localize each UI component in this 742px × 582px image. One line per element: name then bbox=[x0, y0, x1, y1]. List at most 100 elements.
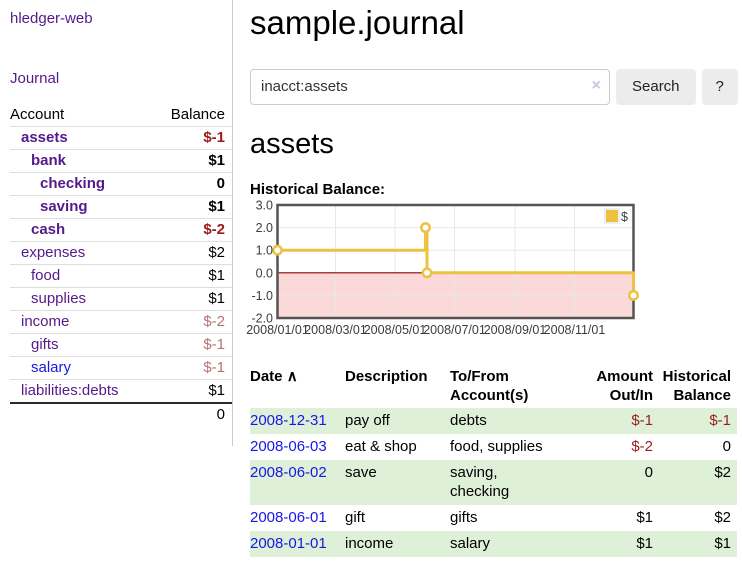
account-balance: $1 bbox=[151, 287, 232, 311]
transaction-balance: $2 bbox=[714, 509, 731, 527]
search-input[interactable] bbox=[250, 68, 610, 105]
account-link-food[interactable]: food bbox=[31, 267, 61, 284]
x-axis-labels: 2008/01/01 2008/03/01 2008/05/01 2008/07… bbox=[246, 323, 605, 337]
accounts-col-account: Account bbox=[10, 106, 65, 123]
transaction-description: eat & shop bbox=[345, 438, 417, 456]
account-balance: $1 bbox=[151, 264, 232, 288]
accounts-total-value: 0 bbox=[151, 402, 232, 426]
transaction-accounts: salary bbox=[450, 535, 491, 553]
svg-text:-2.0: -2.0 bbox=[251, 311, 273, 325]
app-root: hledger-web Journal Account Balance asse… bbox=[0, 0, 742, 557]
account-link-supplies[interactable]: supplies bbox=[31, 290, 87, 307]
account-row: saving $1 bbox=[10, 195, 232, 219]
clear-search-icon[interactable]: × bbox=[591, 76, 601, 94]
transaction-balance: $1 bbox=[714, 535, 731, 553]
accounts-total-row: 0 bbox=[10, 402, 232, 426]
account-link-assets[interactable]: assets bbox=[21, 129, 68, 146]
sort-ascending-icon: ∧ bbox=[286, 367, 298, 385]
transaction-accounts: food, supplies bbox=[450, 438, 543, 456]
account-row: expenses $2 bbox=[10, 241, 232, 265]
account-link-saving[interactable]: saving bbox=[40, 198, 88, 215]
transaction-date-link[interactable]: 2008-06-02 bbox=[250, 464, 327, 482]
brand-link[interactable]: hledger-web bbox=[10, 10, 93, 27]
account-balance: $-1 bbox=[151, 126, 232, 150]
help-button[interactable]: ? bbox=[701, 68, 738, 105]
sidebar: hledger-web Journal Account Balance asse… bbox=[0, 0, 233, 446]
account-balance: $-2 bbox=[151, 218, 232, 242]
account-row: supplies $1 bbox=[10, 287, 232, 311]
account-row: bank $1 bbox=[10, 149, 232, 173]
brand: hledger-web bbox=[10, 10, 232, 27]
account-balance: $-2 bbox=[151, 310, 232, 334]
transaction-description: save bbox=[345, 464, 377, 482]
transaction-date-link[interactable]: 2008-06-01 bbox=[250, 509, 327, 527]
legend-swatch bbox=[604, 207, 620, 224]
account-balance: 0 bbox=[151, 172, 232, 196]
register-row[interactable]: 2008-06-02 save saving, checking 0 $2 bbox=[250, 459, 737, 505]
account-row: food $1 bbox=[10, 264, 232, 288]
svg-text:1.0: 1.0 bbox=[256, 244, 273, 258]
account-link-liabilities-debts[interactable]: liabilities:debts bbox=[21, 382, 119, 399]
account-link-bank[interactable]: bank bbox=[31, 152, 67, 169]
transaction-accounts: gifts bbox=[450, 509, 478, 527]
account-balance: $-1 bbox=[151, 333, 232, 357]
transaction-description: income bbox=[345, 535, 394, 553]
register-row[interactable]: 2008-06-01 gift gifts $1 $2 bbox=[250, 505, 737, 531]
account-row: liabilities:debts $1 bbox=[10, 379, 232, 403]
account-row: salary $-1 bbox=[10, 356, 232, 380]
account-row: gifts $-1 bbox=[10, 333, 232, 357]
transaction-date-link[interactable]: 2008-12-31 bbox=[250, 412, 327, 430]
account-balance: $1 bbox=[151, 149, 232, 173]
transaction-description: pay off bbox=[345, 412, 390, 430]
transaction-balance: $-1 bbox=[709, 412, 731, 430]
svg-text:2008/09/01: 2008/09/01 bbox=[484, 323, 547, 337]
search-button[interactable]: Search bbox=[616, 68, 696, 105]
account-page-title: assets bbox=[250, 127, 334, 160]
account-balance: $1 bbox=[151, 379, 232, 403]
account-row: assets $-1 bbox=[10, 126, 232, 150]
svg-text:2008/03/01: 2008/03/01 bbox=[304, 323, 367, 337]
account-row: income $-2 bbox=[10, 310, 232, 334]
account-balance: $1 bbox=[151, 195, 232, 219]
legend-label: $ bbox=[621, 210, 628, 224]
svg-text:0.0: 0.0 bbox=[256, 266, 273, 280]
transaction-date-link[interactable]: 2008-01-01 bbox=[250, 535, 327, 553]
balance-chart-svg: $ 3.0 2.0 1.0 0.0 -1.0 -2.0 2008/01/01 2… bbox=[246, 198, 639, 337]
account-link-salary[interactable]: salary bbox=[31, 359, 72, 376]
account-link-gifts[interactable]: gifts bbox=[31, 336, 59, 353]
account-link-cash[interactable]: cash bbox=[31, 221, 66, 238]
svg-text:2008/11/01: 2008/11/01 bbox=[544, 323, 606, 337]
account-balance: $2 bbox=[151, 241, 232, 265]
chart-legend: $ bbox=[604, 207, 628, 224]
svg-text:2008/01/01: 2008/01/01 bbox=[246, 323, 309, 337]
register-row[interactable]: 2008-01-01 income salary $1 $1 bbox=[250, 530, 737, 557]
register-row[interactable]: 2008-06-03 eat & shop food, supplies $-2… bbox=[250, 434, 737, 460]
transaction-amount: $-2 bbox=[631, 438, 653, 456]
svg-text:-1.0: -1.0 bbox=[251, 289, 273, 303]
register-col-date[interactable]: Date ∧ bbox=[250, 367, 298, 385]
account-link-expenses[interactable]: expenses bbox=[21, 244, 86, 261]
transaction-amount: $1 bbox=[636, 509, 653, 527]
svg-text:2008/07/01: 2008/07/01 bbox=[423, 323, 486, 337]
main-content: sample.journal × Search ? assets Histori… bbox=[233, 0, 742, 557]
account-link-income[interactable]: income bbox=[21, 313, 70, 330]
account-row: checking 0 bbox=[10, 172, 232, 196]
register-table: Date ∧ Description To/From Account(s) Am… bbox=[250, 364, 737, 557]
page-title: sample.journal bbox=[250, 4, 465, 41]
sidebar-item-journal[interactable]: Journal bbox=[10, 70, 60, 87]
transaction-balance: $2 bbox=[714, 464, 731, 482]
register-col-accounts: To/From Account(s) bbox=[450, 367, 529, 404]
register-col-amount: Amount Out/In bbox=[596, 367, 653, 404]
search-form: × Search ? bbox=[250, 68, 738, 105]
account-balance: $-1 bbox=[151, 356, 232, 380]
data-point-markers bbox=[272, 221, 639, 301]
register-row[interactable]: 2008-12-31 pay off debts $-1 $-1 bbox=[250, 407, 737, 434]
y-axis-labels: 3.0 2.0 1.0 0.0 -1.0 -2.0 bbox=[251, 198, 273, 325]
transaction-date-link[interactable]: 2008-06-03 bbox=[250, 438, 327, 456]
svg-text:3.0: 3.0 bbox=[256, 198, 273, 212]
transaction-amount: $1 bbox=[636, 535, 653, 553]
plot-border bbox=[276, 203, 635, 320]
account-link-checking[interactable]: checking bbox=[40, 175, 106, 192]
register-col-description: Description bbox=[345, 367, 428, 385]
accounts-col-balance: Balance bbox=[170, 106, 225, 123]
